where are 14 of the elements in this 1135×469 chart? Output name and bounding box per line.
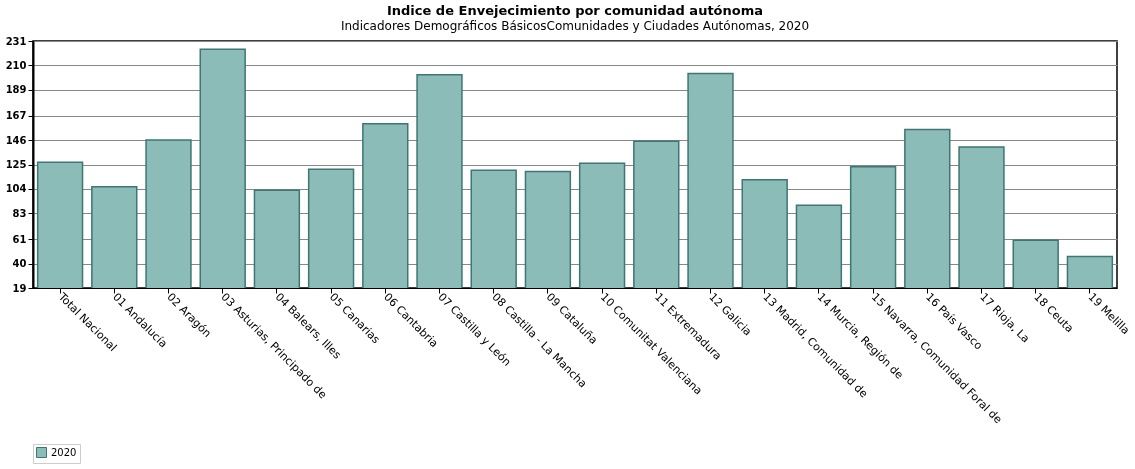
chart-subtitle: Indicadores Demográficos BásicosComunidades y Ciudades Autónomas, 2020 (340, 19, 810, 33)
y-tick-label: 83 (12, 207, 27, 219)
y-tick-label: 61 (12, 233, 27, 245)
y-tick-label: 40 (12, 258, 27, 270)
y-tick-label: 210 (5, 59, 27, 71)
y-tick-label: 19 (12, 282, 27, 294)
y-tick-label: 125 (5, 159, 27, 170)
chart-title: Indice de Envejecimiento por comunidad autónoma (386, 3, 764, 18)
y-tick-label: 146 (5, 134, 27, 146)
y-tick-label: 167 (5, 110, 27, 122)
legend-label: 2020 (51, 446, 77, 458)
y-tick-label: 104 (5, 183, 27, 195)
y-tick-label: 189 (5, 84, 27, 96)
y-tick-label: 231 (5, 35, 27, 47)
